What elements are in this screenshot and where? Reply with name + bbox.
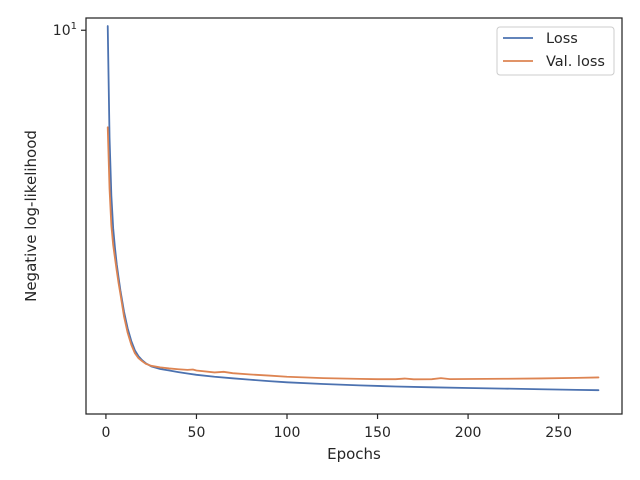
legend-label-val-loss: Val. loss bbox=[546, 54, 605, 70]
series-layer bbox=[106, 25, 600, 392]
y-tick-label: 101 bbox=[53, 21, 77, 39]
legend: Loss Val. loss bbox=[496, 26, 615, 76]
x-tick-label: 50 bbox=[188, 425, 206, 441]
x-tick-label: 100 bbox=[274, 425, 301, 441]
x-tick-label: 150 bbox=[364, 425, 391, 441]
x-tick-label: 200 bbox=[455, 425, 482, 441]
x-tick-label: 0 bbox=[101, 425, 110, 441]
plot-frame bbox=[85, 17, 623, 415]
x-axis-label: Epochs bbox=[327, 445, 381, 463]
axes-layer: 0 50 100 150 200 250 101 bbox=[53, 17, 623, 441]
legend-label-loss: Loss bbox=[546, 31, 578, 47]
series-line-val-loss bbox=[106, 126, 600, 381]
legend-box bbox=[496, 26, 615, 76]
series-line-loss bbox=[106, 25, 600, 392]
x-tick-label: 250 bbox=[545, 425, 572, 441]
y-axis-label: Negative log-likelihood bbox=[22, 130, 40, 302]
